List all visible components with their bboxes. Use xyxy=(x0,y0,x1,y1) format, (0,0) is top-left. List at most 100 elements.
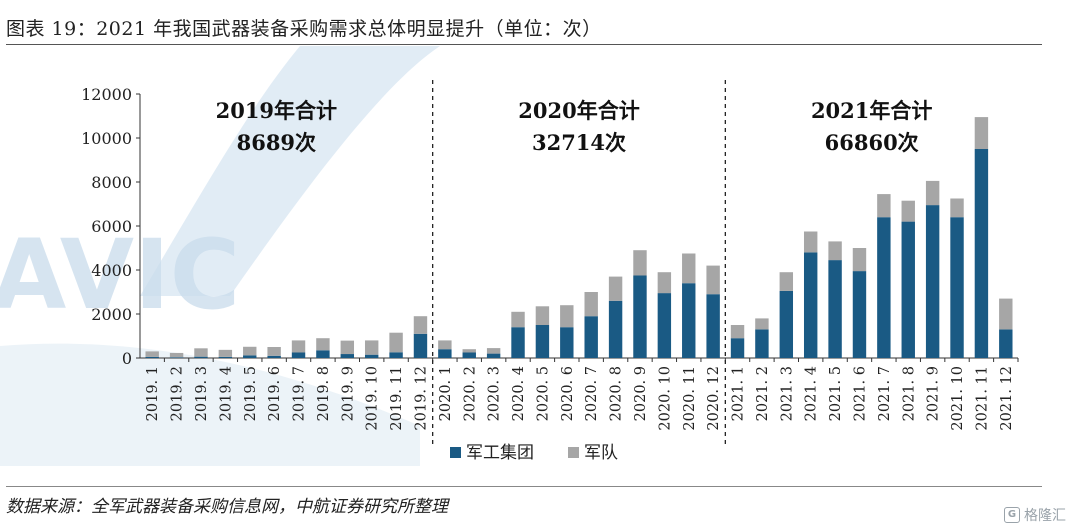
bar-army xyxy=(194,348,208,357)
x-tick-label: 2019. 1 xyxy=(145,366,161,421)
bar-army xyxy=(706,265,720,295)
bar-military-group xyxy=(877,217,891,358)
year-total-label: 2021年合计 xyxy=(811,98,932,123)
x-tick-label: 2019. 6 xyxy=(267,366,283,421)
x-tick-label: 2021. 7 xyxy=(877,366,893,421)
bar-army xyxy=(828,241,842,261)
y-tick-label: 6000 xyxy=(91,217,132,236)
bar-army xyxy=(608,276,623,301)
x-tick-label: 2020. 5 xyxy=(535,366,551,421)
bar-military-group xyxy=(950,217,964,358)
x-tick-label: 2021. 12 xyxy=(999,366,1015,431)
x-tick-label: 2021. 8 xyxy=(901,366,917,421)
bar-military-group xyxy=(243,355,257,358)
bar-military-group xyxy=(925,205,940,358)
bar-military-group xyxy=(340,354,355,358)
bar-army xyxy=(438,340,452,350)
year-total-label: 2020年合计 xyxy=(518,98,639,123)
x-tick-label: 2019. 2 xyxy=(170,366,186,421)
bar-military-group xyxy=(633,275,647,358)
bar-military-group xyxy=(535,325,550,358)
title-divider xyxy=(6,44,1042,45)
source-note: 数据来源：全军武器装备采购信息网，中航证券研究所整理 xyxy=(6,497,448,517)
bar-military-group xyxy=(145,356,159,358)
x-tick-label: 2021. 9 xyxy=(926,366,942,421)
bar-military-group xyxy=(194,356,208,358)
x-tick-label: 2021. 4 xyxy=(804,366,820,421)
bar-military-group xyxy=(584,316,598,358)
publisher-name: 格隆汇 xyxy=(1024,508,1066,524)
x-tick-label: 2020. 6 xyxy=(560,366,576,421)
bar-military-group xyxy=(486,353,501,358)
y-tick-label: 4000 xyxy=(91,261,132,280)
legend-swatch xyxy=(450,447,461,458)
bar-army xyxy=(584,292,598,317)
x-tick-label: 2021. 6 xyxy=(852,366,868,421)
bar-military-group xyxy=(560,327,574,358)
source-divider xyxy=(6,486,1042,487)
bar-military-group xyxy=(852,271,867,358)
bar-military-group xyxy=(974,149,989,358)
bar-army xyxy=(974,117,989,149)
bar-army xyxy=(218,349,233,357)
y-tick-label: 0 xyxy=(122,349,132,368)
year-total-value: 8689次 xyxy=(237,130,316,155)
x-tick-label: 2020. 10 xyxy=(657,366,673,431)
x-axis: 2019. 1 2019. 2 2019. 3 2019. 4 2019. 5 2019.… xyxy=(140,357,1019,431)
bar-army xyxy=(511,311,525,328)
bar-army xyxy=(243,346,257,356)
bar-army xyxy=(682,253,696,284)
y-tick-label: 2000 xyxy=(91,305,132,324)
bar-military-group xyxy=(291,352,306,358)
bar-military-group xyxy=(511,327,525,358)
bar-army xyxy=(462,349,476,353)
x-tick-label: 2019. 10 xyxy=(365,366,381,431)
bar-army xyxy=(291,340,306,353)
bar-military-group xyxy=(828,260,842,358)
bar-army xyxy=(535,306,550,325)
year-total-value: 32714次 xyxy=(532,130,626,155)
legend: 军工集团 军队 xyxy=(450,443,618,463)
x-tick-label: 2020. 4 xyxy=(511,366,527,421)
x-tick-label: 2021. 5 xyxy=(828,366,844,421)
x-tick-label: 2019. 5 xyxy=(243,366,259,421)
bar-army xyxy=(925,180,940,206)
bar-military-group xyxy=(413,333,428,358)
x-tick-label: 2020. 8 xyxy=(609,366,625,421)
bar-military-group xyxy=(316,350,330,358)
x-tick-label: 2019. 7 xyxy=(292,366,308,421)
bar-military-group xyxy=(803,252,818,358)
page-title: 图表 19：2021 年我国武器装备采购需求总体明显提升（单位：次） xyxy=(6,18,602,40)
bar-military-group xyxy=(730,338,745,358)
bar-army xyxy=(852,248,867,272)
bar-army xyxy=(803,231,818,253)
x-tick-label: 2020. 11 xyxy=(682,366,698,431)
bar-army xyxy=(316,338,330,351)
bar-military-group xyxy=(462,352,476,358)
x-tick-label: 2021. 3 xyxy=(779,366,795,421)
year-total-value: 66860次 xyxy=(825,130,919,155)
x-tick-label: 2021. 11 xyxy=(974,366,990,431)
bar-military-group xyxy=(657,293,672,358)
legend-label: 军工集团 xyxy=(466,443,534,463)
bar-military-group xyxy=(169,357,184,358)
bar-army xyxy=(633,250,647,276)
x-tick-label: 2020. 3 xyxy=(487,366,503,421)
x-tick-label: 2020. 12 xyxy=(706,366,722,431)
bar-army xyxy=(389,332,403,353)
x-tick-label: 2019. 3 xyxy=(194,366,210,421)
x-tick-label: 2019. 11 xyxy=(389,366,405,431)
period-dividers xyxy=(432,80,726,446)
x-tick-label: 2019. 12 xyxy=(413,366,429,431)
bar-military-group xyxy=(779,290,794,358)
x-tick-label: 2019. 8 xyxy=(316,366,332,421)
bar-military-group xyxy=(682,283,696,358)
bar-army xyxy=(950,198,964,218)
bar-army xyxy=(779,272,794,291)
publisher-logo-icon: G xyxy=(1004,507,1020,523)
x-tick-label: 2021. 1 xyxy=(731,366,747,421)
bar-army xyxy=(755,318,769,330)
bar-military-group xyxy=(608,300,623,358)
year-annotations: 2019年合计 8689次 2020年合计 32714次 2021年合计 66860次 xyxy=(216,98,933,155)
